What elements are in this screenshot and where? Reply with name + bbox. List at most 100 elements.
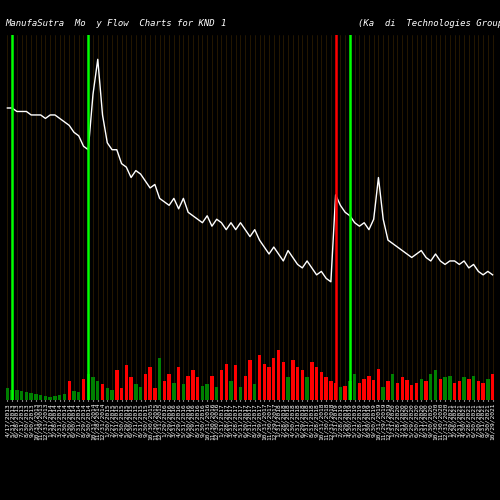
Bar	[82, 379, 85, 400]
Bar	[244, 376, 247, 400]
Bar	[453, 382, 456, 400]
Bar	[153, 388, 156, 400]
Bar	[291, 360, 294, 400]
Bar	[48, 396, 52, 400]
Bar	[282, 362, 285, 400]
Bar	[162, 381, 166, 400]
Text: 1: 1	[220, 18, 226, 28]
Bar	[472, 376, 476, 400]
Bar	[467, 379, 470, 400]
Bar	[248, 360, 252, 400]
Bar	[234, 365, 237, 400]
Bar	[96, 381, 100, 400]
Bar	[334, 382, 338, 400]
Bar	[391, 374, 394, 400]
Bar	[177, 367, 180, 400]
Bar	[286, 378, 290, 400]
Bar	[424, 381, 428, 400]
Bar	[115, 370, 118, 400]
Bar	[400, 378, 404, 400]
Bar	[396, 382, 399, 400]
Bar	[168, 374, 171, 400]
Bar	[367, 376, 370, 400]
Bar	[272, 358, 276, 400]
Bar	[434, 370, 437, 400]
Bar	[158, 358, 162, 400]
Bar	[20, 392, 24, 400]
Bar	[110, 390, 114, 400]
Bar	[53, 396, 56, 400]
Bar	[86, 374, 90, 400]
Bar	[348, 381, 352, 400]
Bar	[253, 384, 256, 400]
Bar	[172, 382, 176, 400]
Bar	[262, 364, 266, 400]
Bar	[344, 386, 347, 400]
Bar	[186, 376, 190, 400]
Bar	[258, 355, 261, 400]
Bar	[310, 362, 314, 400]
Bar	[92, 378, 94, 400]
Bar	[210, 376, 214, 400]
Bar	[320, 372, 323, 400]
Text: ManufaSutra  Mo  y Flow  Charts for KND: ManufaSutra Mo y Flow Charts for KND	[5, 18, 214, 28]
Bar	[24, 392, 28, 400]
Bar	[372, 380, 376, 400]
Bar	[63, 394, 66, 400]
Bar	[134, 384, 138, 400]
Bar	[200, 386, 204, 400]
Text: (Ka  di  Technologies Group, Inc.) Mo: (Ka di Technologies Group, Inc.) Mo	[358, 18, 500, 28]
Bar	[329, 381, 332, 400]
Bar	[148, 367, 152, 400]
Bar	[106, 388, 109, 400]
Bar	[420, 379, 423, 400]
Bar	[58, 395, 61, 400]
Bar	[191, 370, 194, 400]
Bar	[182, 384, 185, 400]
Bar	[300, 370, 304, 400]
Bar	[144, 374, 147, 400]
Bar	[230, 381, 232, 400]
Bar	[120, 388, 124, 400]
Bar	[268, 367, 270, 400]
Bar	[215, 387, 218, 400]
Bar	[376, 368, 380, 400]
Bar	[324, 378, 328, 400]
Bar	[224, 364, 228, 400]
Bar	[15, 390, 18, 400]
Bar	[206, 384, 209, 400]
Bar	[338, 387, 342, 400]
Bar	[491, 374, 494, 400]
Bar	[462, 378, 466, 400]
Bar	[410, 386, 414, 400]
Bar	[39, 395, 42, 400]
Bar	[444, 378, 447, 400]
Bar	[486, 379, 490, 400]
Bar	[306, 378, 309, 400]
Bar	[239, 387, 242, 400]
Bar	[358, 384, 361, 400]
Bar	[72, 392, 76, 400]
Bar	[476, 381, 480, 400]
Bar	[438, 379, 442, 400]
Bar	[68, 381, 71, 400]
Bar	[130, 378, 133, 400]
Bar	[77, 392, 80, 400]
Bar	[30, 393, 33, 400]
Bar	[44, 396, 47, 400]
Bar	[482, 382, 485, 400]
Bar	[448, 376, 452, 400]
Bar	[124, 365, 128, 400]
Bar	[315, 367, 318, 400]
Bar	[196, 378, 200, 400]
Bar	[220, 370, 223, 400]
Bar	[382, 387, 385, 400]
Bar	[296, 367, 300, 400]
Bar	[353, 374, 356, 400]
Bar	[415, 382, 418, 400]
Bar	[10, 390, 14, 400]
Bar	[6, 388, 9, 400]
Bar	[277, 350, 280, 400]
Bar	[139, 387, 142, 400]
Bar	[429, 374, 432, 400]
